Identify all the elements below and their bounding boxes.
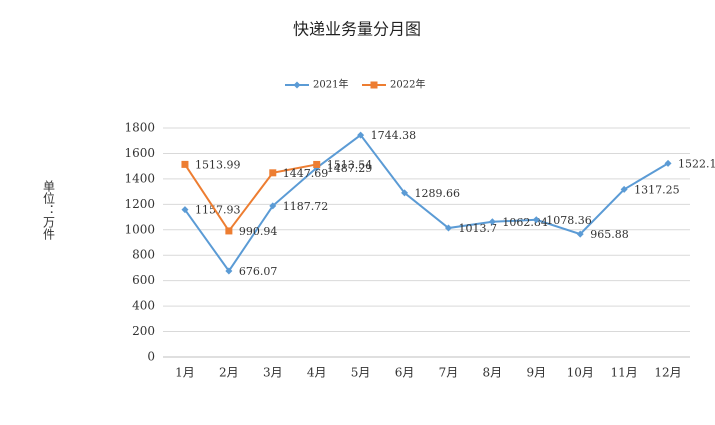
x-tick-label: 7月 [439,366,459,380]
data-label: 1157.93 [195,204,241,217]
data-label: 1013.7 [458,222,497,235]
x-tick-label: 6月 [395,366,415,380]
marker [488,218,496,226]
series-line [184,163,317,233]
marker [181,206,189,214]
x-tick-label: 12月 [654,366,681,380]
data-label: 1447.69 [283,167,329,180]
marker [269,169,277,177]
x-tick-label: 8月 [483,366,503,380]
data-label: 1744.38 [371,129,417,142]
data-label: 1513.54 [327,158,373,171]
y-axis-label: 单位：万件 [42,180,56,240]
marker [269,202,277,210]
x-tick-label: 3月 [263,366,283,380]
marker [664,159,672,167]
data-label: 1522.19 [678,157,715,170]
x-tick-label: 11月 [610,366,637,380]
marker [357,131,365,139]
data-label: 1289.66 [415,187,461,200]
x-tick-label: 1月 [175,366,195,380]
y-tick-label: 0 [147,350,155,364]
legend-marker [370,81,378,89]
data-label: 1078.36 [546,214,592,227]
data-label: 1062.84 [502,216,548,229]
series-line [184,133,669,273]
y-tick-label: 1600 [124,146,155,160]
y-tick-label: 1000 [124,222,155,236]
x-tick-label: 10月 [567,366,594,380]
legend-label: 2022年 [390,78,425,91]
y-tick-label: 400 [132,299,155,313]
y-tick-label: 600 [132,273,155,287]
data-label: 1487.29 [327,162,373,175]
marker [620,185,628,193]
marker [225,267,233,275]
y-tick-label: 1200 [124,197,155,211]
chart-title: 快递业务量分月图 [293,20,421,39]
data-label: 676.07 [239,265,278,278]
data-label: 965.88 [590,228,629,241]
marker [576,230,584,238]
x-tick-label: 4月 [307,366,327,380]
legend-label: 2021年 [313,78,348,91]
y-tick-label: 800 [132,248,155,262]
data-label: 1187.72 [283,200,329,213]
marker [532,216,540,224]
x-tick-label: 2月 [219,366,239,380]
marker [444,224,452,232]
marker [401,189,409,197]
y-tick-label: 1400 [124,171,155,185]
x-tick-label: 5月 [351,366,371,380]
x-tick-label: 9月 [526,366,546,380]
legend-marker [293,81,301,89]
data-label: 1513.99 [195,158,241,171]
marker [313,160,321,168]
data-label: 990.94 [239,225,278,238]
y-tick-label: 1800 [124,121,155,135]
marker [181,160,189,168]
marker [225,227,233,235]
y-tick-label: 200 [132,324,155,338]
data-label: 1317.25 [634,183,680,196]
